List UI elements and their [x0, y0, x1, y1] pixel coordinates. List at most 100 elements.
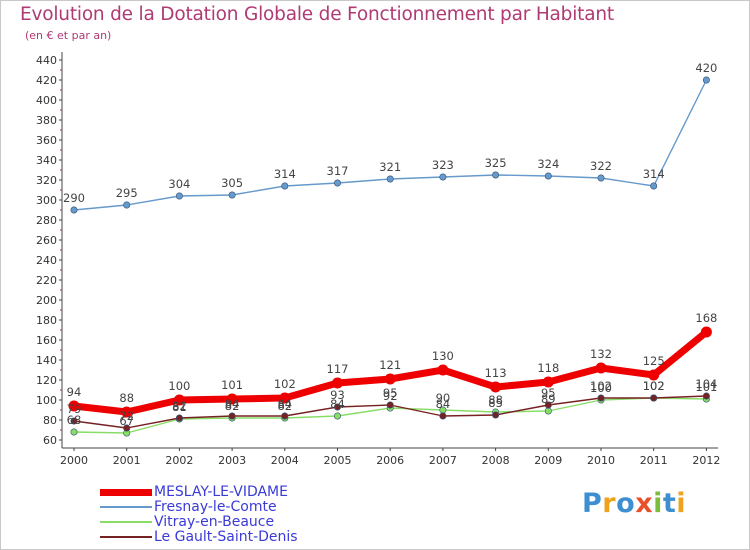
y-tick-label: 180: [36, 314, 57, 327]
data-point-vitray-en-beauce: [333, 412, 341, 420]
data-point-meslay-le-vidame: [595, 362, 607, 374]
data-point-fresnay-le-comte: [228, 191, 236, 199]
data-point-fresnay-le-comte: [123, 201, 131, 209]
data-label-vitray-en-beauce: 82: [277, 399, 292, 413]
data-point-meslay-le-vidame: [68, 400, 80, 412]
data-label-meslay-le-vidame: 113: [485, 366, 507, 380]
chart-title: Evolution de la Dotation Globale de Fonc…: [20, 4, 614, 25]
data-label-fresnay-le-comte: 295: [116, 186, 138, 200]
data-point-le-gault-saint-denis: [175, 414, 183, 422]
data-point-le-gault-saint-denis: [123, 424, 131, 432]
data-label-fresnay-le-comte: 322: [590, 159, 612, 173]
x-tick-label: 2006: [376, 454, 404, 467]
data-point-le-gault-saint-denis: [597, 394, 605, 402]
data-label-fresnay-le-comte: 314: [643, 167, 665, 181]
data-point-le-gault-saint-denis: [544, 401, 552, 409]
data-point-meslay-le-vidame: [279, 392, 291, 404]
y-tick-label: 120: [36, 374, 57, 387]
data-point-le-gault-saint-denis: [650, 394, 658, 402]
x-tick-label: 2005: [324, 454, 352, 467]
data-label-meslay-le-vidame: 121: [379, 358, 401, 372]
data-point-le-gault-saint-denis: [281, 412, 289, 420]
data-label-le-gault-saint-denis: 93: [330, 388, 345, 402]
data-label-meslay-le-vidame: 101: [221, 378, 243, 392]
legend-item-meslay-le-vidame: MESLAY-LE-VIDAME: [100, 484, 288, 500]
data-label-fresnay-le-comte: 321: [379, 160, 401, 174]
y-tick-label: 140: [36, 354, 57, 367]
legend-item-le-gault-saint-denis: Le Gault-Saint-Denis: [100, 529, 298, 545]
data-point-meslay-le-vidame: [121, 406, 133, 418]
y-tick-label: 100: [36, 394, 57, 407]
x-tick-label: 2007: [429, 454, 457, 467]
data-point-meslay-le-vidame: [490, 381, 502, 393]
data-point-fresnay-le-comte: [175, 192, 183, 200]
x-tick-label: 2003: [218, 454, 246, 467]
data-label-meslay-le-vidame: 132: [590, 347, 612, 361]
data-label-vitray-en-beauce: 82: [225, 399, 240, 413]
y-tick-label: 160: [36, 334, 57, 347]
data-point-le-gault-saint-denis: [439, 412, 447, 420]
data-label-vitray-en-beauce: 90: [436, 391, 451, 405]
x-tick-label: 2012: [692, 454, 720, 467]
logo-letter: r: [602, 488, 617, 519]
legend-swatch: [100, 536, 152, 538]
data-point-meslay-le-vidame: [437, 364, 449, 376]
data-label-vitray-en-beauce: 88: [488, 393, 503, 407]
data-point-fresnay-le-comte: [544, 172, 552, 180]
y-tick-label: 240: [36, 254, 57, 267]
data-label-fresnay-le-comte: 317: [327, 164, 349, 178]
data-label-le-gault-saint-denis: 102: [643, 379, 665, 393]
legend-swatch: [100, 488, 152, 496]
data-label-meslay-le-vidame: 168: [695, 311, 717, 325]
proxiti-logo: Proxiti: [582, 488, 686, 519]
data-label-le-gault-saint-denis: 102: [590, 379, 612, 393]
y-tick-label: 340: [36, 154, 57, 167]
logo-letter: P: [582, 488, 603, 519]
data-point-meslay-le-vidame: [226, 393, 238, 405]
data-label-meslay-le-vidame: 100: [168, 379, 190, 393]
y-tick-label: 260: [36, 234, 57, 247]
data-point-fresnay-le-comte: [492, 171, 500, 179]
y-tick-label: 280: [36, 214, 57, 227]
data-point-fresnay-le-comte: [439, 173, 447, 181]
data-label-le-gault-saint-denis: 85: [488, 396, 503, 410]
x-tick-label: 2011: [640, 454, 668, 467]
data-label-vitray-en-beauce: 84: [330, 397, 345, 411]
data-label-le-gault-saint-denis: 95: [541, 386, 556, 400]
data-point-fresnay-le-comte: [386, 175, 394, 183]
logo-letter: i: [653, 488, 663, 519]
data-label-le-gault-saint-denis: 72: [119, 409, 134, 423]
data-point-le-gault-saint-denis: [70, 417, 78, 425]
data-point-fresnay-le-comte: [70, 206, 78, 214]
data-point-meslay-le-vidame: [700, 326, 712, 338]
data-label-vitray-en-beauce: 101: [695, 380, 717, 394]
data-point-le-gault-saint-denis: [492, 411, 500, 419]
data-label-meslay-le-vidame: 102: [274, 377, 296, 391]
data-label-meslay-le-vidame: 117: [327, 362, 349, 376]
chart-subtitle: (en € et par an): [25, 29, 112, 42]
data-label-le-gault-saint-denis: 84: [277, 397, 292, 411]
x-tick-label: 2004: [271, 454, 299, 467]
data-label-meslay-le-vidame: 118: [537, 361, 559, 375]
logo-letter: o: [616, 488, 636, 519]
data-point-meslay-le-vidame: [542, 376, 554, 388]
data-label-le-gault-saint-denis: 84: [436, 397, 451, 411]
data-label-fresnay-le-comte: 420: [695, 61, 717, 75]
data-label-vitray-en-beauce: 102: [643, 379, 665, 393]
y-tick-label: 220: [36, 274, 57, 287]
data-label-le-gault-saint-denis: 79: [67, 402, 82, 416]
legend-swatch: [100, 521, 152, 523]
y-tick-label: 320: [36, 174, 57, 187]
data-label-le-gault-saint-denis: 104: [695, 377, 717, 391]
data-label-le-gault-saint-denis: 82: [172, 399, 187, 413]
data-label-vitray-en-beauce: 68: [67, 413, 82, 427]
data-point-meslay-le-vidame: [332, 377, 343, 389]
y-tick-label: 440: [36, 54, 57, 67]
x-tick-label: 2009: [534, 454, 562, 467]
x-tick-label: 2008: [482, 454, 510, 467]
data-label-fresnay-le-comte: 314: [274, 167, 296, 181]
y-tick-label: 380: [36, 114, 57, 127]
data-label-meslay-le-vidame: 88: [119, 391, 134, 405]
data-label-fresnay-le-comte: 325: [485, 156, 507, 170]
